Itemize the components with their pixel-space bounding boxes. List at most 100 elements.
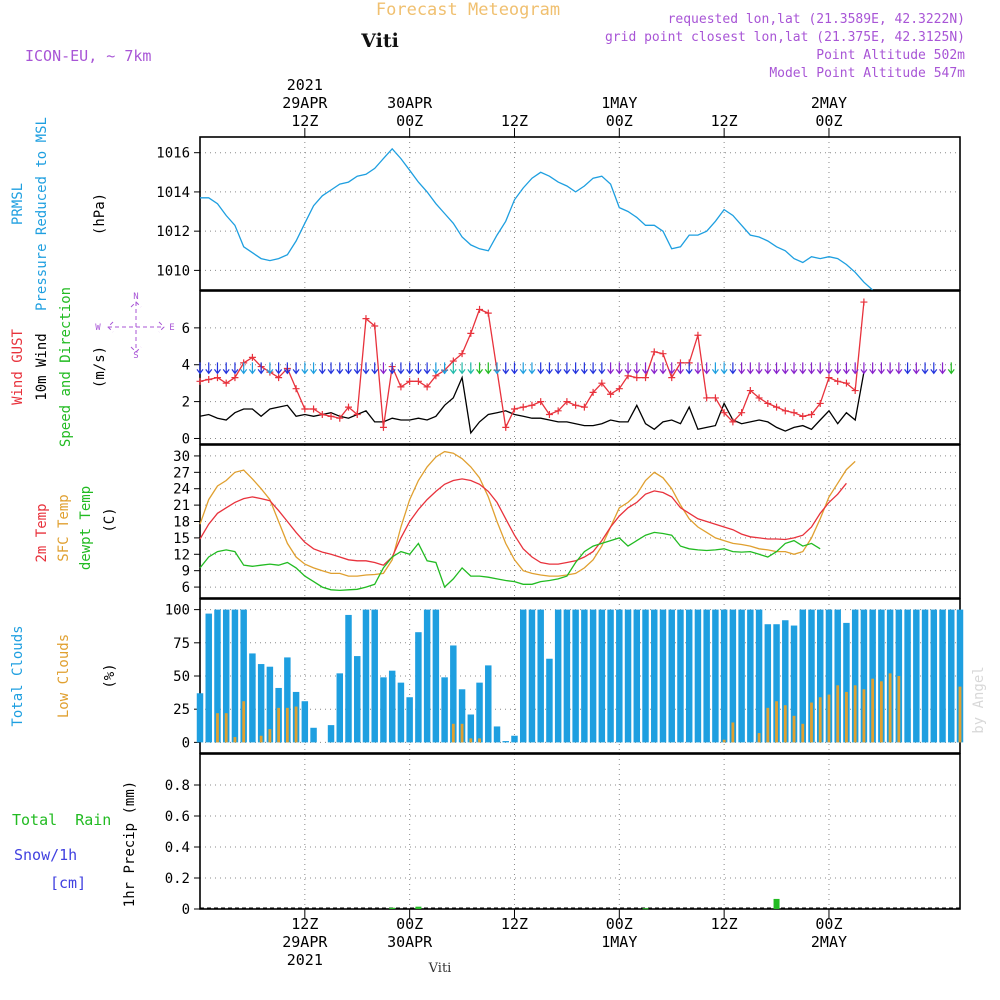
gust-marker [336, 414, 344, 422]
total-cloud-bar [624, 609, 632, 743]
total-cloud-bar [222, 609, 230, 743]
wind-arrow-icon [275, 362, 283, 375]
wind-arrow-icon [799, 362, 807, 375]
gust-marker [711, 394, 719, 402]
tsfc-label: SFC Temp [56, 494, 72, 561]
total-cloud-bar [930, 609, 938, 743]
y-tick-label: 15 [173, 531, 190, 547]
y-tick-label: 0 [182, 902, 190, 918]
total-cloud-bar [755, 609, 763, 743]
time-tick-label: 00Z [815, 915, 842, 933]
gust-marker [545, 411, 553, 419]
low-cloud-bar [285, 707, 289, 743]
wind-arrow-icon [554, 362, 562, 375]
total-cloud-bar [677, 609, 684, 743]
low-cloud-bar [766, 707, 770, 743]
gust-marker [703, 394, 711, 402]
gust-marker [318, 411, 326, 419]
wind-unit-label: (m/s) [92, 346, 108, 388]
wind-arrow-icon [912, 362, 920, 375]
wind-arrow-icon [310, 362, 318, 375]
gust-marker [519, 403, 527, 411]
low-cloud-bar [845, 691, 848, 743]
wind-arrow-icon [519, 362, 527, 375]
low-cloud-bar [897, 676, 901, 743]
gust-marker [799, 412, 807, 420]
total-cloud-bar [467, 714, 475, 743]
low-cloud-bar [862, 689, 866, 743]
wind-arrow-icon [738, 362, 746, 375]
gust-marker [345, 403, 353, 411]
wind-arrow-icon [755, 362, 763, 375]
wind-arrow-icon [816, 362, 824, 375]
gust-marker [301, 405, 309, 413]
requested-coords: requested lon,lat (21.3589E, 42.3222N) [668, 12, 965, 27]
wind-arrow-icon [292, 362, 300, 375]
low-cloud-bar [268, 729, 272, 743]
total-cloud-bar [948, 609, 955, 743]
wind-arrow-icon [886, 362, 894, 375]
wind-arrow-icon [642, 362, 649, 375]
y-tick-label: 30 [173, 449, 190, 465]
gust-marker [275, 374, 283, 382]
y-tick-label: 75 [173, 636, 190, 652]
temp-unit-label: (C) [102, 507, 118, 532]
y-tick-label: 0.8 [165, 778, 190, 794]
y-tick-label: 2 [182, 395, 190, 411]
wind-arrow-icon [781, 362, 789, 375]
total-cloud-bar [301, 701, 309, 743]
wind-arrow-icon [808, 362, 815, 375]
wind-arrow-icon [598, 362, 606, 375]
wind-arrow-icon [511, 362, 518, 375]
y-tick-label: 21 [173, 498, 190, 514]
gust-marker [406, 377, 414, 385]
time-tick-label: 2021 [287, 951, 323, 969]
low-cloud-bar [469, 738, 473, 743]
total-cloud-bar [598, 609, 606, 743]
total-cloud-bar [782, 620, 789, 743]
panel-frame [199, 444, 961, 599]
time-tick-label: 00Z [606, 112, 633, 130]
total-cloud-bar [511, 735, 518, 743]
total-cloud-bar [685, 609, 693, 743]
wind-arrow-icon [283, 362, 291, 375]
gust-marker [668, 374, 676, 382]
time-tick-label: 2MAY [811, 94, 847, 112]
time-tick-label: 00Z [815, 112, 842, 130]
gust-marker [371, 322, 379, 330]
wind-arrow-icon [939, 362, 947, 375]
clouds-panel: Total Clouds Low Clouds (%) 0 25 50 75 100 [10, 598, 964, 754]
gust-marker [842, 379, 850, 387]
gust-marker [397, 383, 405, 391]
panel-frame [199, 753, 961, 910]
gust-marker [720, 409, 728, 417]
wind-arrow-icon [257, 362, 265, 375]
dewpt-line [199, 531, 821, 592]
wind-arrow-icon [231, 362, 239, 375]
gust-marker [467, 329, 475, 337]
low-cloud-bar [888, 673, 892, 743]
total-cloud-bar [519, 609, 527, 743]
wind-arrow-icon [397, 362, 405, 375]
snow-label: Snow/1h [14, 846, 77, 864]
wind-arrow-icon [947, 362, 955, 375]
wind-arrow-icon [502, 362, 510, 375]
wind-arrow-icon [528, 362, 536, 375]
time-tick-label: 12Z [291, 915, 318, 933]
wind-arrow-icon [537, 362, 545, 375]
wind-arrow-icon [301, 362, 309, 375]
gust-marker [414, 377, 422, 385]
wind-arrow-icon [414, 362, 422, 375]
wind-arrow-icon [458, 362, 466, 375]
total-cloud-bar [581, 609, 588, 743]
low-cloud-bar [836, 685, 840, 743]
watermark: by Angel [971, 666, 987, 733]
time-tick-label: 12Z [711, 915, 738, 933]
time-tick-label: 12Z [501, 112, 528, 130]
total-cloud-bar [415, 632, 422, 743]
gust-marker [790, 409, 798, 417]
wind-arrow-icon [624, 362, 632, 375]
total-cloud-bar [231, 609, 239, 743]
total-cloud-bar [703, 609, 710, 743]
total-cloud-bar [956, 609, 964, 743]
